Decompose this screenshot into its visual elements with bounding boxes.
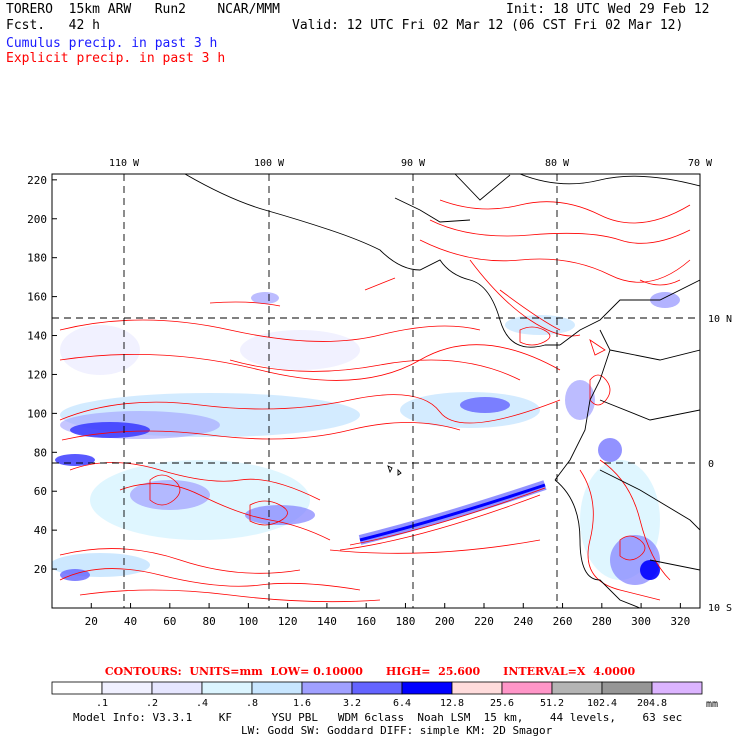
colorbar-swatch xyxy=(301,681,353,695)
colorbar-label: 12.8 xyxy=(440,698,464,709)
model-info-line1: Model Info: V3.3.1 KF YSU PBL WDM 6class… xyxy=(73,711,683,724)
explicit-precip-label: Explicit precip. in past 3 h xyxy=(6,51,226,66)
x-tick-label: 260 xyxy=(553,615,573,628)
colorbar-swatch xyxy=(201,681,253,695)
x-tick-label: 140 xyxy=(317,615,337,628)
colorbar-label: .1 xyxy=(96,698,108,709)
contours-info: CONTOURS: UNITS=mm LOW= 0.10000 HIGH= 25… xyxy=(104,665,636,678)
y-tick-label: 80 xyxy=(34,446,47,459)
lon-label: 90 W xyxy=(401,158,426,169)
x-tick-label: 160 xyxy=(356,615,376,628)
x-tick-label: 220 xyxy=(474,615,494,628)
colorbar-swatch xyxy=(251,681,303,695)
model-title: TORERO 15km ARW Run2 NCAR/MMM xyxy=(6,2,280,17)
x-tick-label: 20 xyxy=(85,615,98,628)
lat-label: 10 N xyxy=(708,314,732,325)
map-frame xyxy=(51,173,701,609)
colorbar-swatch xyxy=(651,681,703,695)
x-tick-labels: 20 40 60 80 100 120 140 160 180 200 220 240 260 280 30… xyxy=(85,615,691,628)
y-tick-label: 220 xyxy=(27,174,47,187)
y-tick-label: 100 xyxy=(27,407,47,420)
model-info-line2: LW: Godd SW: Goddard DIFF: simple KM: 2D… xyxy=(241,724,553,737)
y-tick-label: 120 xyxy=(27,368,47,381)
axis-ticks xyxy=(52,179,681,608)
colorbar-label: .4 xyxy=(196,698,208,709)
model-info: Model Info: V3.3.1 KF YSU PBL WDM 6class… xyxy=(73,711,682,737)
x-tick-label: 40 xyxy=(124,615,137,628)
colorbar-label: 25.6 xyxy=(490,698,514,709)
lon-label: 100 W xyxy=(254,158,285,169)
x-tick-label: 240 xyxy=(513,615,533,628)
y-tick-label: 180 xyxy=(27,252,47,265)
colorbar-label: .8 xyxy=(246,698,258,709)
colorbar-swatch xyxy=(401,681,453,695)
colorbar-label: 51.2 xyxy=(540,698,564,709)
precip-shading xyxy=(52,292,680,585)
colorbar-label: .2 xyxy=(146,698,158,709)
lat-label: 0 xyxy=(708,459,714,470)
lon-label: 70 W xyxy=(688,158,713,169)
colorbar-label: 6.4 xyxy=(393,698,411,709)
x-tick-label: 320 xyxy=(670,615,690,628)
y-tick-labels: 220 200 180 160 140 120 100 80 60 40 20 xyxy=(27,174,47,576)
colorbar-label: 3.2 xyxy=(343,698,361,709)
x-tick-label: 200 xyxy=(435,615,455,628)
x-tick-label: 300 xyxy=(631,615,651,628)
colorbar-swatch xyxy=(101,681,153,695)
colorbar-label: 204.8 xyxy=(637,698,667,709)
colorbar-swatch xyxy=(51,681,103,695)
y-tick-label: 40 xyxy=(34,524,47,537)
init-time: Init: 18 UTC Wed 29 Feb 12 xyxy=(506,2,710,17)
coastlines xyxy=(184,174,700,608)
y-tick-label: 160 xyxy=(27,291,47,304)
y-tick-label: 60 xyxy=(34,485,47,498)
x-tick-label: 60 xyxy=(163,615,176,628)
latlon-grid xyxy=(52,174,700,608)
colorbar-swatch xyxy=(601,681,653,695)
lon-label: 80 W xyxy=(545,158,570,169)
lat-labels: 10 N 0 10 S xyxy=(708,314,732,614)
colorbar: .1.2.4.8 1.6 3.2 6.4 12.8 25.6 51.2 102.4 204.8 … xyxy=(51,681,718,710)
x-tick-label: 180 xyxy=(396,615,416,628)
x-tick-label: 100 xyxy=(238,615,258,628)
cumulus-precip-label: Cumulus precip. in past 3 h xyxy=(6,36,218,51)
lat-label: 10 S xyxy=(708,603,732,614)
y-tick-label: 200 xyxy=(27,213,47,226)
colorbar-unit: mm xyxy=(706,699,718,710)
colorbar-swatch xyxy=(501,681,553,695)
x-tick-label: 120 xyxy=(278,615,298,628)
y-tick-label: 20 xyxy=(34,563,47,576)
colorbar-label: 102.4 xyxy=(587,698,617,709)
colorbar-swatch xyxy=(451,681,503,695)
colorbar-swatch xyxy=(351,681,403,695)
x-tick-label: 80 xyxy=(202,615,215,628)
colorbar-swatch xyxy=(151,681,203,695)
colorbar-label: 1.6 xyxy=(293,698,311,709)
explicit-precip-contours xyxy=(59,199,691,603)
x-tick-label: 280 xyxy=(592,615,612,628)
y-tick-label: 140 xyxy=(27,330,47,343)
lon-label: 110 W xyxy=(109,158,140,169)
lon-labels: 110 W 100 W 90 W 80 W 70 W xyxy=(109,158,713,169)
valid-time: Valid: 12 UTC Fri 02 Mar 12 (06 CST Fri … xyxy=(292,18,684,33)
forecast-hour: Fcst. 42 h xyxy=(6,18,100,33)
colorbar-swatch xyxy=(551,681,603,695)
